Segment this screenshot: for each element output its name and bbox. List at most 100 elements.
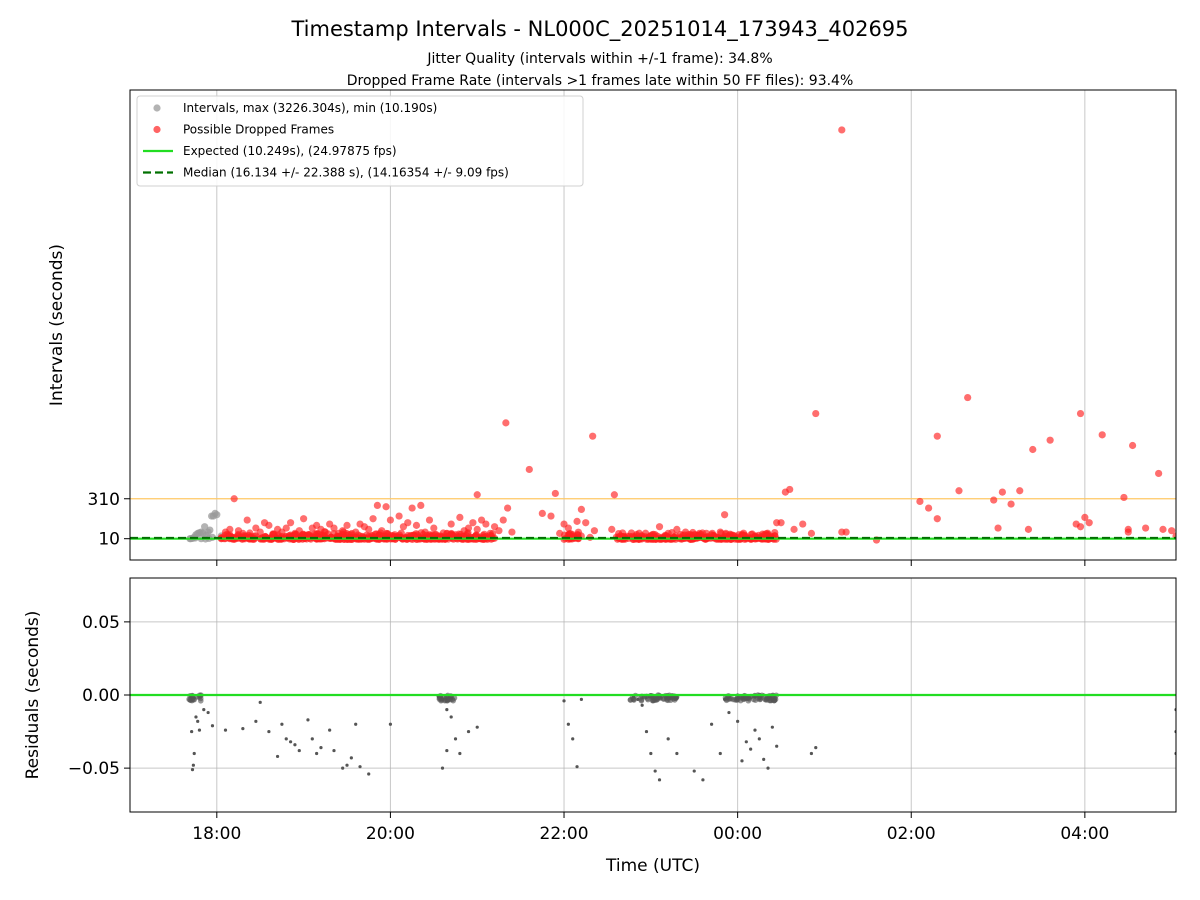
residual-point: [675, 751, 679, 756]
interval-point: [206, 526, 214, 534]
legend-marker: [153, 104, 161, 112]
dropped-frame-point: [286, 519, 295, 527]
dropped-frame-point: [421, 528, 429, 536]
residual-point: [445, 708, 449, 712]
dropped-frame-point: [230, 495, 238, 503]
top-y-tick-label: 10: [98, 530, 120, 550]
residual-point: [730, 696, 737, 703]
residual-point: [458, 751, 462, 756]
x-tick-label: 02:00: [887, 824, 936, 844]
dropped-frame-point: [269, 531, 277, 539]
dropped-frame-point: [1168, 527, 1176, 535]
dropped-frame-point: [556, 529, 564, 537]
residual-point: [267, 729, 271, 734]
dropped-frame-point: [1024, 525, 1033, 533]
dropped-frame-point: [1098, 431, 1106, 439]
residual-point: [727, 710, 731, 715]
dropped-frame-point: [330, 524, 338, 532]
dropped-frame-point: [304, 531, 312, 539]
residual-point: [757, 737, 761, 741]
bottom-panel-frame: [129, 577, 1177, 813]
dropped-frame-point: [404, 519, 412, 527]
legend-box: [136, 95, 584, 187]
dropped-frame-point: [504, 504, 512, 512]
residual-point: [762, 696, 769, 703]
residual-point: [315, 751, 319, 756]
residuals-panel: 18:00 20:00 22:00 00:00 02:00 04:00 0.05 0.00 −0…: [68, 577, 1177, 844]
residual-point: [718, 751, 722, 756]
residual-point: [241, 727, 245, 731]
dropped-frame-point: [651, 531, 659, 539]
x-tick-label: 18:00: [192, 824, 241, 844]
dropped-frame-point: [812, 409, 820, 418]
dropped-frame-point: [547, 512, 555, 520]
dropped-frame-point: [807, 529, 816, 537]
residual-point: [666, 737, 670, 741]
chart-title: Timestamp Intervals - NL000C_20251014_17…: [290, 17, 908, 42]
dropped-frame-point: [916, 497, 924, 506]
dropped-frame-point: [842, 528, 850, 536]
dropped-frame-point: [786, 485, 794, 494]
dropped-frame-point: [417, 501, 425, 510]
residual-point: [275, 754, 280, 759]
residual-point: [770, 699, 774, 703]
bottom-y-tick-label: 0.05: [82, 613, 120, 633]
dropped-frame-point: [569, 531, 577, 539]
residual-point: [297, 748, 301, 753]
legend-label: Possible Dropped Frames: [183, 123, 334, 137]
dropped-frame-point: [1159, 525, 1167, 533]
residual-point: [744, 696, 748, 700]
dropped-frame-point: [799, 520, 807, 528]
residual-point: [657, 778, 662, 782]
residual-point: [736, 719, 740, 723]
residual-point: [284, 737, 288, 741]
residual-point: [744, 740, 748, 744]
dropped-frame-point: [352, 528, 360, 536]
x-axis-label: Time (UTC): [605, 856, 700, 876]
residual-point: [440, 697, 445, 701]
dropped-frame-point: [373, 501, 381, 510]
chart-subtitle-dropped: Dropped Frame Rate (intervals >1 frames …: [347, 73, 854, 89]
dropped-frame-point: [707, 531, 716, 539]
x-tick-label: 00:00: [713, 824, 762, 844]
residual-point: [566, 722, 570, 726]
dropped-frame-point: [925, 504, 933, 512]
residual-point: [770, 725, 774, 729]
dropped-frame-point: [582, 519, 590, 527]
residual-point: [388, 722, 393, 726]
dropped-frame-point: [1142, 524, 1150, 532]
interval-point: [201, 523, 209, 531]
residual-point: [354, 722, 358, 726]
residual-point: [579, 697, 583, 701]
residual-point: [190, 767, 195, 772]
dropped-frame-point: [589, 432, 597, 440]
dropped-frame-point: [482, 520, 490, 528]
legend: Intervals, max (3226.304s), min (10.190s…: [136, 95, 584, 187]
dropped-frame-point: [343, 521, 351, 529]
residual-point: [194, 715, 198, 719]
residual-point: [449, 715, 453, 719]
residual-point: [575, 765, 579, 769]
residual-point: [190, 729, 194, 734]
top-panel-frame: [129, 89, 1177, 561]
residual-point: [649, 751, 653, 756]
residual-point: [328, 728, 332, 732]
x-tick-label: 04:00: [1060, 824, 1109, 844]
dropped-frame-point: [321, 528, 329, 536]
dropped-frame-point: [382, 503, 390, 511]
dropped-frame-point: [838, 126, 846, 134]
residual-point: [210, 724, 215, 728]
dropped-frame-point: [1124, 528, 1132, 536]
residual-point: [254, 719, 258, 723]
dropped-frame-point: [369, 515, 377, 523]
dropped-frame-point: [473, 525, 481, 533]
dropped-frame-point: [451, 531, 460, 539]
dropped-frame-point: [610, 491, 618, 499]
dropped-frame-point: [412, 521, 421, 529]
residual-point: [445, 748, 449, 753]
intervals-panel: 10 310 Intervals, max (3226.304s), min (10…: [88, 89, 1177, 566]
dropped-frame-point: [964, 393, 972, 402]
residual-point: [453, 737, 458, 741]
residual-point: [753, 728, 757, 732]
residual-point: [319, 746, 323, 750]
